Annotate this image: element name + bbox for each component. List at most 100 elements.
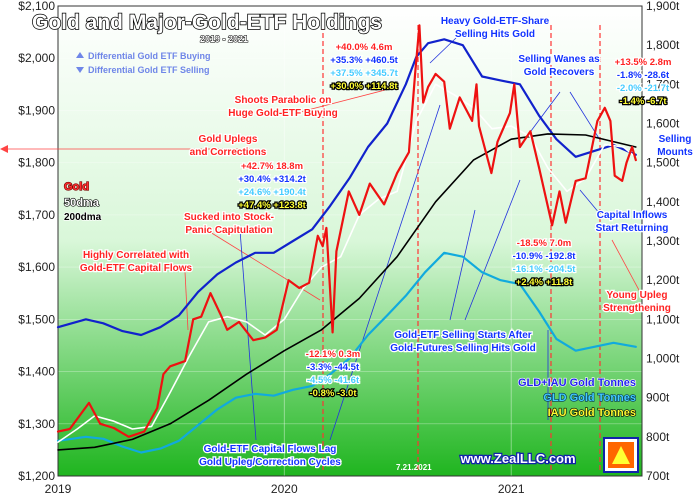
annotation-text: Shoots Parabolic on [235,95,332,106]
pointer-line [184,271,189,331]
series-gld-gold-tonnes [56,251,637,454]
y-axis-right: 700t 800t 900t 1,000t 1,100t 1,200t 1,300t 1,40… [646,0,680,483]
pointer-line [464,179,521,321]
legend: Differential Gold ETF Buying Differentia… [76,51,211,75]
stat-line: -12.1% 0.3m [306,349,360,360]
left-key: Gold 50dma 200dma [63,180,102,223]
x-tick-label: 2020 [271,482,298,496]
annotation-text: Gold Recovers [524,67,595,78]
up-triangle-icon [76,52,84,58]
stat-line: -10.9% -192.8t [513,251,577,262]
y-left-tick-label: $1,800 [18,156,55,170]
y-left-tick-label: $1,600 [18,260,55,274]
pointer-line [329,104,441,441]
stat-block: +42.7% 18.8m +30.4% +314.2t +24.6% +190.… [237,160,308,213]
stat-line: +2.4% +11.8t [516,277,573,288]
stat-line: +30.0% +114.8t [330,81,398,92]
date-label: 7.21.2021 [396,463,432,472]
annotation-text: Sucked into Stock- [184,212,274,223]
key-gld-iau: GLD+IAU Gold Tonnes [518,377,636,389]
y-right-tick-label: 1,600t [646,117,680,131]
y-right-tick-label: 1,100t [646,312,680,326]
y-left-tick-label: $1,700 [18,208,55,222]
annotation-text: Gold-ETF Capital Flows Lag [204,444,337,455]
stat-line: -18.5% 7.0m [517,238,571,249]
stat-line: -4.5% -41.6t [307,375,360,386]
y-left-tick-label: $1,300 [18,417,55,431]
y-right-tick-label: 1,500t [646,156,680,170]
y-left-tick-label: $2,000 [18,51,55,65]
annotation-text: and Corrections [190,147,267,158]
pointer-line [209,231,321,301]
chart-subtitle: 2019 - 2021 [200,34,248,44]
logo-icon [603,437,639,473]
plot-background [58,6,642,476]
key-50dma: 50dma [64,197,100,209]
chart-title: Gold and Major-Gold-ETF Holdings [32,11,382,34]
y-right-tick-label: 1,200t [646,273,680,287]
y-left-tick-label: $2,100 [18,0,55,13]
pointer-line [299,89,386,113]
stat-line: +35.3% +460.5t [330,55,398,66]
annotation-text: Mounts [657,147,693,158]
x-tick-label: 2021 [498,482,525,496]
x-tick-label: 2019 [45,482,72,496]
series-50dma [57,83,637,443]
stat-block: +13.5% 2.8m -1.8% -28.6t -2.0% -21.7t -1… [613,56,672,109]
right-key: GLD+IAU Gold Tonnes GLD Gold Tonnes IAU … [517,376,636,419]
arrow-icon [0,145,8,153]
stat-line: +30.4% +314.2t [238,174,306,185]
data-series [56,24,637,454]
annotation-text: Capital Inflows [597,210,668,221]
annotation-text: Young Upleg [607,290,668,301]
stat-line: +13.5% 2.8m [615,57,672,68]
annotation-text: Start Returning [596,223,669,234]
annotation-text: Gold-ETF Selling Starts After [394,330,532,341]
y-right-tick-label: 1,900t [646,0,680,13]
annotation-text: Gold Uplegs [199,134,258,145]
annotation-text: Gold-Futures Selling Hits Gold [390,343,536,354]
annotation-text: Gold Upleg/Correction Cycles [199,457,341,468]
stat-line: +37.5% +345.7t [330,68,398,79]
website-link[interactable]: www.ZealLLC.com [458,450,577,468]
annotation-text: Selling Hits Gold [455,29,535,40]
legend-selling: Differential Gold ETF Selling [88,65,210,75]
y-right-tick-label: 1,800t [646,38,680,52]
series-gld-iau-gold-tonnes [56,38,637,337]
stat-block: -18.5% 7.0m -10.9% -192.8t -16.1% -204.5… [511,237,577,290]
y-right-tick-label: 700t [646,469,670,483]
series-gold [56,24,637,438]
y-right-tick-label: 800t [646,430,670,444]
stat-blocks: +40.0% 4.6m +35.3% +460.5t +37.5% +345.7… [237,41,673,401]
stat-line: +47.4% +123.8t [238,200,306,211]
pointer-line [527,91,561,136]
y-left-tick-label: $1,400 [18,365,55,379]
annotation-text: Selling [659,134,692,145]
y-left-tick-label: $1,500 [18,312,55,326]
stat-line: +42.7% 18.8m [241,161,303,172]
pointer-line [449,209,476,321]
legend-buying: Differential Gold ETF Buying [88,51,211,61]
y-right-tick-label: 1,400t [646,195,680,209]
down-triangle-icon [76,67,84,73]
stat-line: -16.1% -204.5t [513,264,577,275]
key-200dma: 200dma [64,212,102,223]
stat-line: -0.8% -3.0t [310,388,358,399]
stat-block: +40.0% 4.6m +35.3% +460.5t +37.5% +345.7… [329,41,400,94]
pointer-line [579,189,601,215]
y-right-tick-label: 1,700t [646,77,680,91]
stat-line: -3.3% -44.5t [307,362,360,373]
x-axis: 2019 2020 2021 [45,482,525,496]
key-gld: GLD Gold Tonnes [543,392,636,404]
annotation-text: Huge Gold-ETF Buying [228,108,337,119]
annotation-text: Panic Capitulation [185,225,272,236]
stat-line: -1.8% -28.6t [617,70,670,81]
annotations: Heavy Gold-ETF-Share Selling Hits Gold S… [79,15,695,470]
annotation-text: Selling Wanes as [518,54,600,65]
stat-block: -12.1% 0.3m -3.3% -44.5t -4.5% -41.6t -0… [305,348,362,401]
y-axis-left: $1,200 $1,300 $1,400 $1,500 $1,600 $1,700 $1,8… [18,0,55,483]
key-iau: IAU Gold Tonnes [548,407,636,419]
y-right-tick-label: 1,000t [646,352,680,366]
pointer-line [611,239,641,293]
stat-line: +40.0% 4.6m [336,42,393,53]
